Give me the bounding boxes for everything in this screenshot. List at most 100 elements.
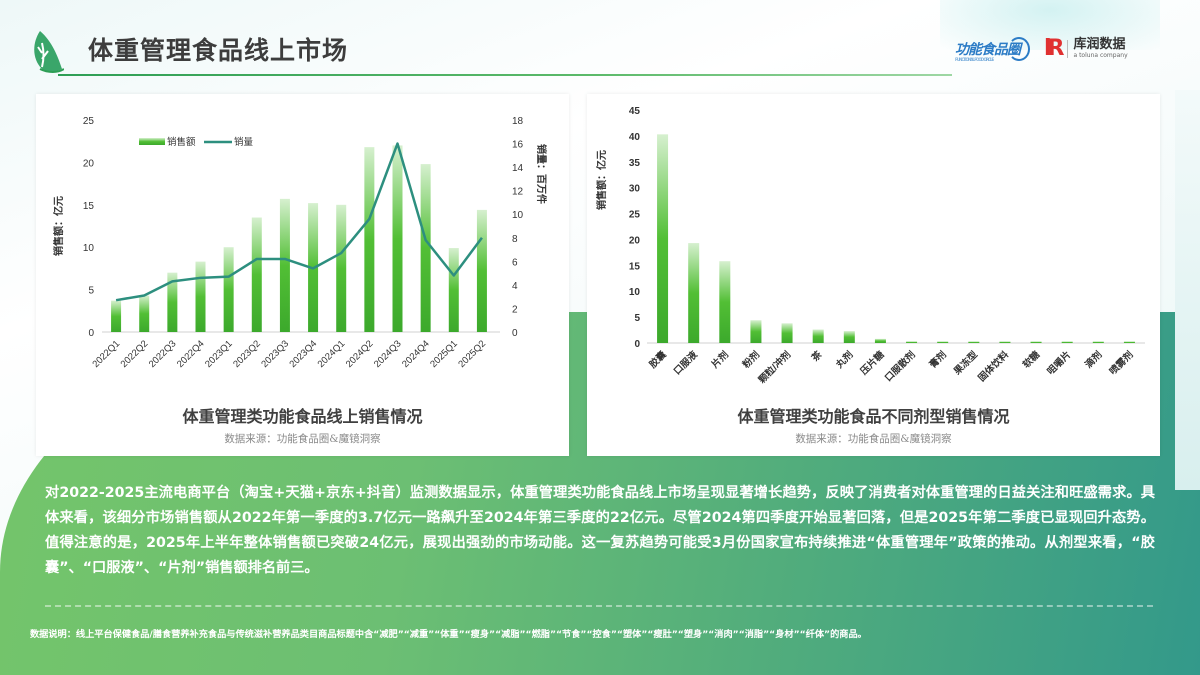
kurun-data-logo: lR 库润数据 a toluna company xyxy=(1044,38,1128,60)
y2-tick: 12 xyxy=(512,187,524,198)
y-tick: 10 xyxy=(629,287,641,298)
bar xyxy=(336,204,347,332)
summary-paragraph: 对2022-2025主流电商平台（淘宝+天猫+京东+抖音）监测数据显示，体重管理… xyxy=(45,485,1155,576)
y-tick: 40 xyxy=(629,132,641,143)
bar xyxy=(906,341,918,343)
bar xyxy=(781,323,793,343)
x-tick: 2024Q4 xyxy=(400,338,432,370)
logos: 功能食品圈 FUNCTIONAL FOOD CIRCLE lR 库润数据 a t… xyxy=(955,33,1128,65)
x-tick: 口服液 xyxy=(671,348,700,377)
x-tick: 软糖 xyxy=(1020,348,1042,370)
bar xyxy=(167,272,178,332)
title-underline xyxy=(58,74,952,76)
dashed-divider xyxy=(45,605,1153,607)
bar xyxy=(937,341,949,343)
y2-axis-label: 销量：百万件 xyxy=(535,144,548,204)
bar xyxy=(1092,341,1104,343)
bar xyxy=(279,198,290,332)
functional-food-circle-logo: 功能食品圈 FUNCTIONAL FOOD CIRCLE xyxy=(955,37,1030,62)
x-tick: 果冻型 xyxy=(951,348,981,378)
x-tick: 2023Q4 xyxy=(288,338,320,370)
x-tick: 2024Q2 xyxy=(344,338,376,370)
bar xyxy=(657,134,669,343)
y-tick: 15 xyxy=(83,201,95,212)
data-note: 数据说明：线上平台保健食品/膳食营养补充食品与传统滋补营养品类目商品标题中含“减… xyxy=(30,629,867,640)
bar xyxy=(750,320,762,343)
y2-tick: 6 xyxy=(512,257,518,268)
y-axis-label: 销售额：亿元 xyxy=(52,196,65,256)
bar xyxy=(223,247,234,332)
bar xyxy=(139,295,150,332)
y2-tick: 2 xyxy=(512,304,518,315)
y2-tick: 18 xyxy=(512,116,524,127)
bar xyxy=(111,300,122,332)
x-tick: 2024Q1 xyxy=(316,338,348,370)
x-tick: 咀嚼片 xyxy=(1045,349,1074,378)
x-tick: 2023Q2 xyxy=(231,338,263,370)
bar xyxy=(364,147,375,332)
chart-title-dosage-form: 体重管理类功能食品不同剂型销售情况 xyxy=(737,407,1010,426)
x-tick: 粉剂 xyxy=(740,349,762,371)
bar xyxy=(688,243,700,343)
page-title: 体重管理食品线上市场 xyxy=(88,36,349,65)
bar xyxy=(1123,341,1135,343)
logo-left-text: 功能食品圈 xyxy=(955,42,1021,58)
bar xyxy=(392,145,403,332)
x-tick: 2024Q3 xyxy=(372,338,404,370)
logo-divider xyxy=(1066,40,1068,58)
bar xyxy=(843,331,855,343)
logo-right-en: a toluna company xyxy=(1073,52,1128,59)
y2-tick: 0 xyxy=(512,328,518,339)
y-tick: 25 xyxy=(83,116,95,127)
y-tick: 20 xyxy=(629,235,641,246)
x-tick: 丸剂 xyxy=(833,349,856,372)
bar xyxy=(968,341,980,343)
y-tick: 25 xyxy=(629,210,641,221)
x-tick: 2025Q1 xyxy=(428,338,460,370)
legend-bar-swatch xyxy=(139,138,165,145)
bar xyxy=(1030,341,1042,343)
y2-tick: 4 xyxy=(512,281,518,292)
bar xyxy=(874,338,886,343)
x-tick: 2022Q2 xyxy=(119,338,151,370)
leaf-icon xyxy=(34,31,64,73)
bar xyxy=(251,217,262,332)
chart-title-online-sales: 体重管理类功能食品线上销售情况 xyxy=(182,407,423,426)
legend-bar-label: 销售额 xyxy=(167,136,196,148)
kurun-r-icon: lR xyxy=(1044,36,1064,61)
x-tick: 颗粒/冲剂 xyxy=(756,349,793,386)
chart-source-dosage-form: 数据来源：功能食品圈&魔镜洞察 xyxy=(795,433,952,445)
x-tick: 膏剂 xyxy=(927,349,949,371)
chart-card-online-sales: 0 5 10 15 20 25 0 2 4 6 8 10 12 14 16 18 销售额：亿元 销量：百万件 202… xyxy=(36,94,569,456)
header: 体重管理食品线上市场 xyxy=(30,25,1170,80)
x-tick: 喷雾剂 xyxy=(1107,349,1136,378)
x-tick: 固体饮料 xyxy=(976,348,1012,384)
chart-card-dosage-form: 0 5 10 15 20 25 30 35 40 45 销售额：亿元 胶囊 口服液 片剂 粉剂 颗粒/冲剂茶丸… xyxy=(587,94,1160,456)
logo-right-cn: 库润数据 xyxy=(1073,37,1126,52)
bar xyxy=(719,261,731,343)
y-tick: 0 xyxy=(634,339,640,350)
x-tick: 口服散剂 xyxy=(882,349,917,384)
x-tick: 2023Q3 xyxy=(259,338,291,370)
y2-tick: 8 xyxy=(512,234,518,245)
bar xyxy=(420,164,431,332)
chart-source-online-sales: 数据来源：功能食品圈&魔镜洞察 xyxy=(224,433,381,445)
x-tick: 茶 xyxy=(808,348,824,364)
bar xyxy=(195,261,206,332)
chart-dosage-form: 0 5 10 15 20 25 30 35 40 45 销售额：亿元胶囊 口服液 片剂 粉剂颗粒/冲剂茶丸… xyxy=(595,106,1145,386)
y-tick: 5 xyxy=(634,313,640,324)
y-tick: 35 xyxy=(629,158,641,169)
bar xyxy=(1061,341,1073,343)
bar xyxy=(999,341,1011,343)
y2-tick: 14 xyxy=(512,163,524,174)
right-decor-strip xyxy=(1175,90,1200,490)
x-tick: 片剂 xyxy=(709,349,731,371)
y-tick: 30 xyxy=(629,184,641,195)
x-tick: 2023Q1 xyxy=(203,338,235,370)
x-tick: 2022Q1 xyxy=(91,338,123,370)
bar xyxy=(448,248,459,332)
legend-line-label: 销量 xyxy=(234,136,254,148)
y-tick: 20 xyxy=(83,158,95,169)
chart-online-sales: 0 5 10 15 20 25 0 2 4 6 8 10 12 14 16 18 销售额：亿元 销量：百万件 202… xyxy=(52,116,548,370)
y-tick: 5 xyxy=(88,286,94,297)
